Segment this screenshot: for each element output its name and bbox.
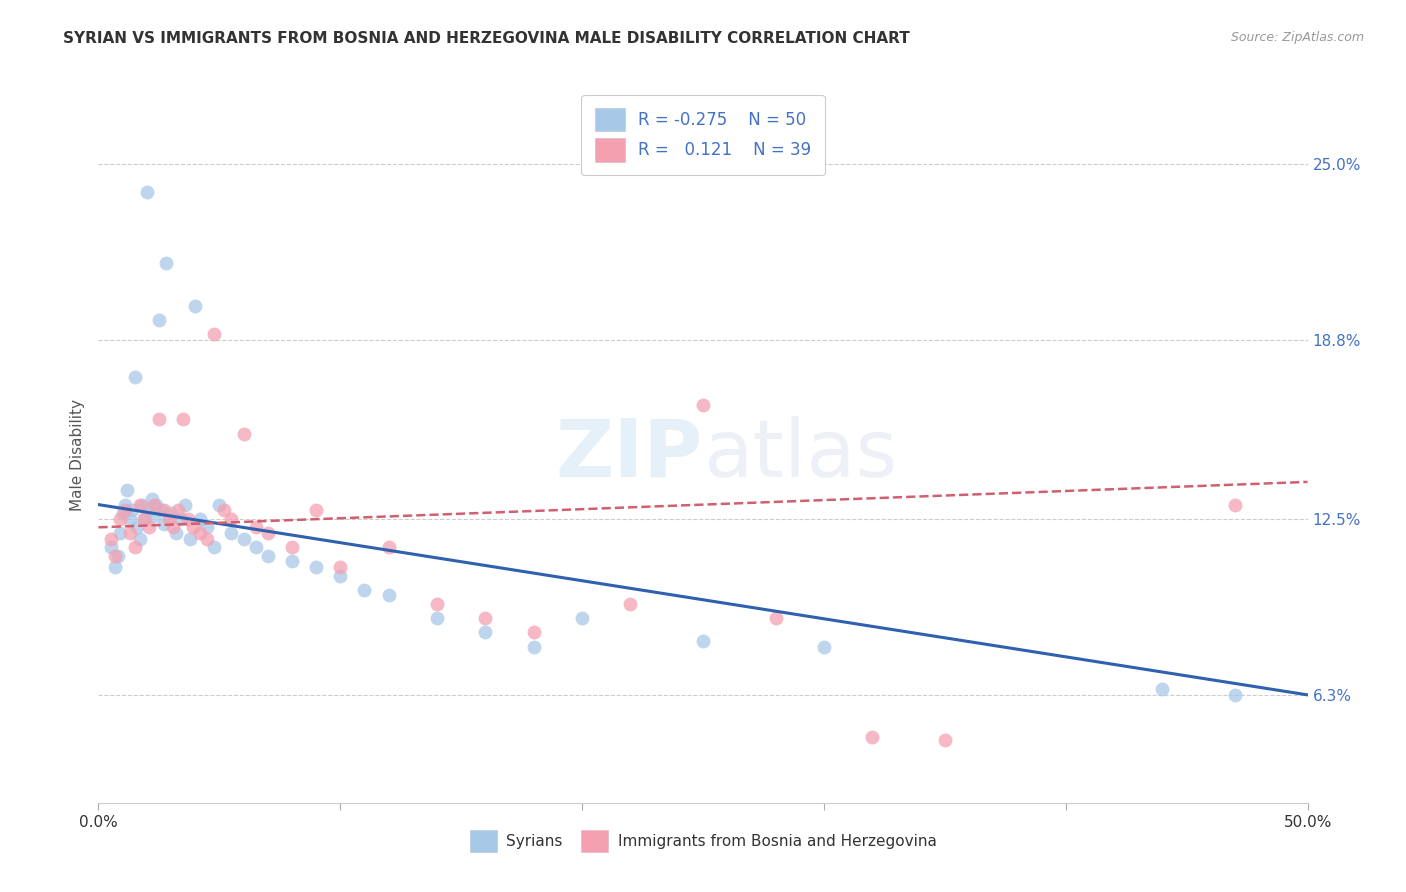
Point xyxy=(177,512,200,526)
Point xyxy=(281,554,304,568)
Point xyxy=(143,508,166,523)
Point xyxy=(138,520,160,534)
Point xyxy=(107,549,129,563)
Point xyxy=(184,299,207,313)
Point xyxy=(111,506,134,520)
Text: atlas: atlas xyxy=(703,416,897,494)
Point xyxy=(188,512,211,526)
Point xyxy=(108,526,131,541)
Point xyxy=(114,503,136,517)
Point xyxy=(232,426,254,441)
Point xyxy=(221,512,243,526)
Point xyxy=(167,503,190,517)
Point xyxy=(232,532,254,546)
Point xyxy=(1223,498,1246,512)
Point xyxy=(128,532,150,546)
Point xyxy=(155,256,177,270)
Point xyxy=(124,540,146,554)
Point xyxy=(1152,682,1174,697)
Point xyxy=(152,517,174,532)
Point xyxy=(377,589,399,603)
Point xyxy=(143,498,166,512)
Point xyxy=(135,186,157,200)
Point xyxy=(474,611,496,625)
Point xyxy=(134,512,156,526)
Point xyxy=(1223,688,1246,702)
Point xyxy=(692,634,714,648)
Point xyxy=(195,532,218,546)
Point xyxy=(474,625,496,640)
Point xyxy=(377,540,399,554)
Point xyxy=(127,520,149,534)
Point xyxy=(934,733,956,747)
Point xyxy=(188,526,211,541)
Point xyxy=(114,498,136,512)
Point xyxy=(150,503,173,517)
Point xyxy=(165,526,187,541)
Point xyxy=(138,503,160,517)
Point xyxy=(128,498,150,512)
Point xyxy=(619,597,641,611)
Point xyxy=(204,327,226,342)
Point xyxy=(181,520,204,534)
Point xyxy=(353,582,375,597)
Point xyxy=(162,520,184,534)
Point xyxy=(104,549,127,563)
Point xyxy=(157,512,180,526)
Point xyxy=(174,498,197,512)
Point xyxy=(523,640,546,654)
Point xyxy=(256,526,278,541)
Point xyxy=(305,560,328,574)
Legend: Syrians, Immigrants from Bosnia and Herzegovina: Syrians, Immigrants from Bosnia and Herz… xyxy=(464,824,942,858)
Point xyxy=(148,313,170,327)
Point xyxy=(145,498,167,512)
Point xyxy=(104,560,127,574)
Point xyxy=(160,506,183,520)
Point xyxy=(134,512,156,526)
Point xyxy=(141,491,163,506)
Point xyxy=(124,369,146,384)
Point xyxy=(195,520,218,534)
Point xyxy=(813,640,835,654)
Point xyxy=(118,526,141,541)
Point xyxy=(100,540,122,554)
Point xyxy=(245,520,267,534)
Point xyxy=(245,540,267,554)
Point xyxy=(169,512,191,526)
Point xyxy=(692,398,714,412)
Point xyxy=(329,560,352,574)
Point xyxy=(860,731,883,745)
Text: ZIP: ZIP xyxy=(555,416,703,494)
Text: SYRIAN VS IMMIGRANTS FROM BOSNIA AND HERZEGOVINA MALE DISABILITY CORRELATION CHA: SYRIAN VS IMMIGRANTS FROM BOSNIA AND HER… xyxy=(63,31,910,46)
Point xyxy=(281,540,304,554)
Point xyxy=(204,540,226,554)
Point xyxy=(100,532,122,546)
Point xyxy=(426,597,449,611)
Point xyxy=(329,568,352,582)
Point xyxy=(571,611,593,625)
Point xyxy=(172,412,194,426)
Point xyxy=(118,512,141,526)
Point xyxy=(131,498,153,512)
Point xyxy=(221,526,243,541)
Point xyxy=(152,503,174,517)
Point xyxy=(256,549,278,563)
Point xyxy=(117,483,139,498)
Point xyxy=(148,412,170,426)
Point xyxy=(179,532,201,546)
Point xyxy=(121,503,143,517)
Point xyxy=(108,512,131,526)
Y-axis label: Male Disability: Male Disability xyxy=(69,399,84,511)
Point xyxy=(208,498,231,512)
Text: Source: ZipAtlas.com: Source: ZipAtlas.com xyxy=(1230,31,1364,45)
Point xyxy=(305,503,328,517)
Point xyxy=(523,625,546,640)
Point xyxy=(765,611,787,625)
Point xyxy=(212,503,235,517)
Point xyxy=(426,611,449,625)
